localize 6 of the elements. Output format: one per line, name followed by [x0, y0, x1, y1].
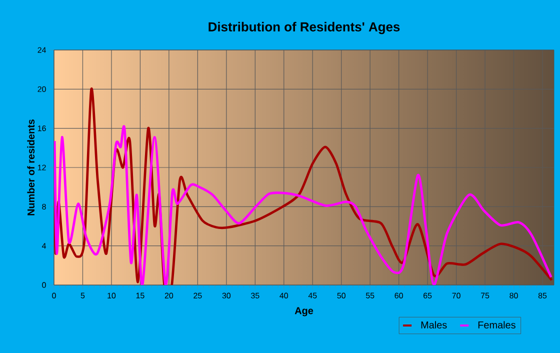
line-series	[54, 88, 553, 285]
chart-title: Distribution of Residents' Ages	[208, 22, 400, 34]
legend-label: Males	[421, 321, 447, 328]
y-axis-title: Number of residents	[27, 119, 35, 216]
x-axis-title: Age	[294, 307, 314, 316]
legend-label: Females	[478, 321, 516, 328]
